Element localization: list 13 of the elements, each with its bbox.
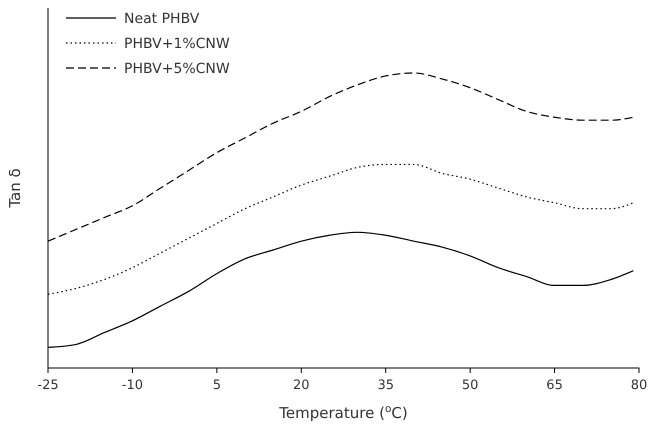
y-axis-title: Tan δ	[6, 168, 24, 209]
x-tick-label: 5	[212, 378, 221, 393]
legend-label: Neat PHBV	[124, 11, 200, 27]
x-tick-label: 80	[630, 378, 648, 393]
x-axis-title: Temperature ($^{o}$C)	[278, 403, 408, 422]
legend-label: PHBV+5%CNW	[124, 61, 230, 77]
x-tick-label: -10	[122, 378, 144, 393]
x-tick-label: 35	[377, 378, 394, 393]
x-tick-label: 65	[546, 378, 563, 393]
legend-label: PHBV+1%CNW	[124, 36, 230, 52]
x-tick-label: 50	[462, 378, 478, 393]
x-tick-label: 20	[293, 378, 310, 393]
x-tick-label: -25	[37, 378, 59, 393]
